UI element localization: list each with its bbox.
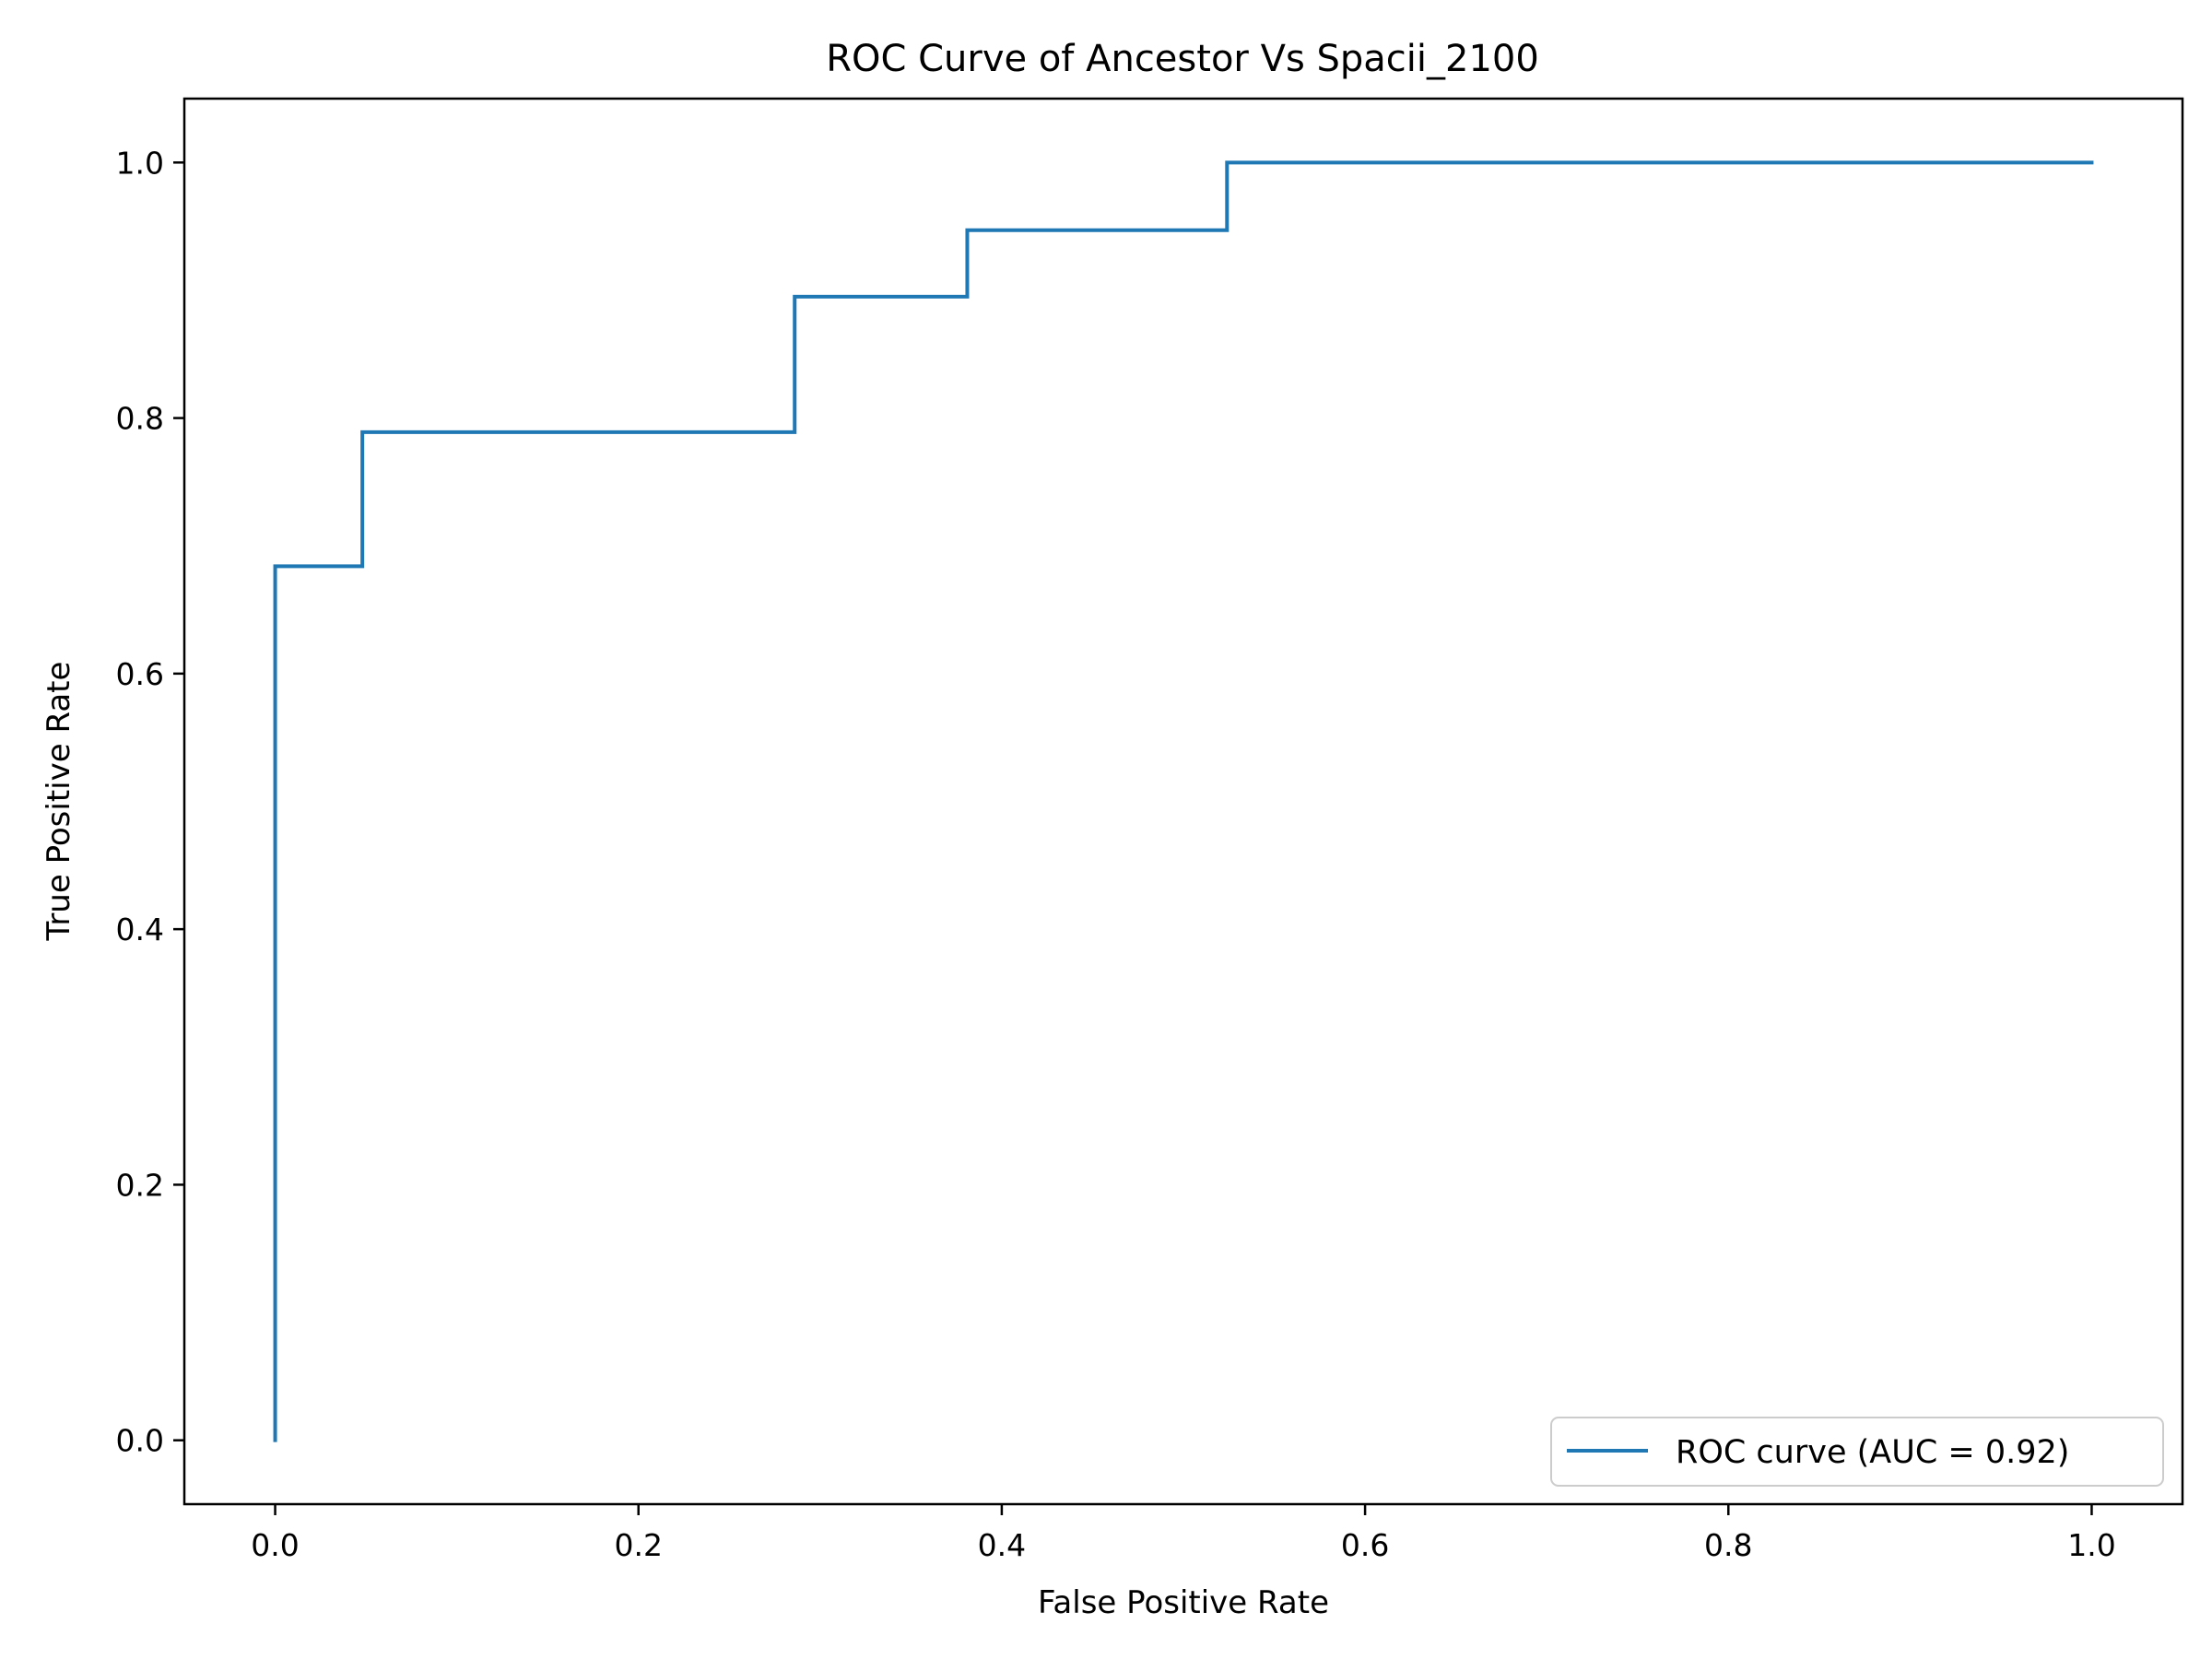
x-tick-label: 0.8 bbox=[1704, 1527, 1752, 1563]
series-layer bbox=[273, 160, 2094, 1442]
plot-frame bbox=[182, 97, 2184, 1506]
y-axis-label: True Positive Rate bbox=[41, 662, 77, 942]
x-axis-label: False Positive Rate bbox=[1038, 1584, 1329, 1621]
y-tick-label: 0.4 bbox=[116, 912, 164, 947]
x-tick-label: 0.4 bbox=[978, 1527, 1026, 1563]
y-tick-label: 0.8 bbox=[116, 401, 164, 437]
y-axis-ticks: 0.0 0.2 0.4 0.6 0.8 1.0 bbox=[116, 145, 184, 1459]
roc-curve-line bbox=[273, 160, 2094, 1442]
y-tick-label: 0.6 bbox=[116, 656, 164, 692]
legend-label: ROC curve (AUC = 0.92) bbox=[1676, 1434, 2069, 1471]
x-tick-label: 0.0 bbox=[251, 1527, 299, 1563]
y-tick-label: 0.0 bbox=[116, 1423, 164, 1459]
x-tick-label: 0.6 bbox=[1341, 1527, 1389, 1563]
y-tick-label: 0.2 bbox=[116, 1167, 164, 1203]
legend: ROC curve (AUC = 0.92) bbox=[1550, 1417, 2164, 1487]
x-axis-ticks: 0.0 0.2 0.4 0.6 0.8 1.0 bbox=[251, 1504, 2116, 1563]
y-tick-label: 1.0 bbox=[116, 145, 164, 181]
x-tick-label: 1.0 bbox=[2067, 1527, 2115, 1563]
x-tick-label: 0.2 bbox=[614, 1527, 662, 1563]
chart-title: ROC Curve of Ancestor Vs Spacii_2100 bbox=[826, 38, 1539, 80]
legend-box bbox=[1550, 1417, 2164, 1487]
